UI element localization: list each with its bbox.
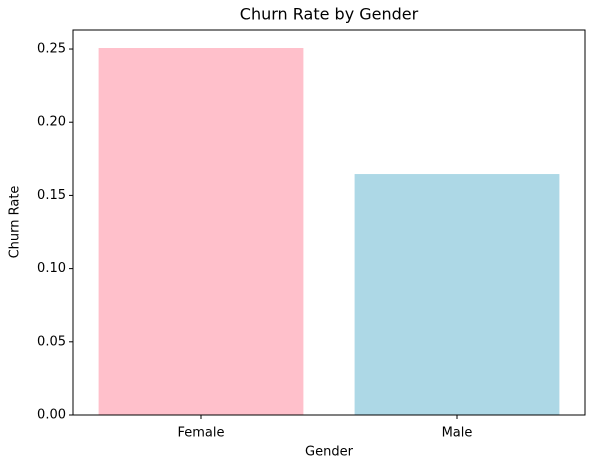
chart-title: Churn Rate by Gender	[240, 5, 419, 24]
y-tick-label: 0.10	[37, 261, 66, 276]
y-tick-label: 0.25	[37, 42, 66, 57]
bar	[98, 48, 304, 415]
y-tick-label: 0.15	[37, 188, 66, 203]
y-axis-label: Churn Rate	[8, 186, 23, 259]
x-axis-label: Gender	[305, 445, 354, 460]
bar	[354, 174, 560, 415]
y-tick-label: 0.00	[37, 408, 66, 423]
plot-frame	[72, 29, 586, 416]
x-tick-label: Male	[442, 426, 473, 441]
x-tick-label: Female	[177, 426, 224, 441]
y-tick-label: 0.05	[37, 334, 66, 349]
y-tick-label: 0.20	[37, 115, 66, 130]
